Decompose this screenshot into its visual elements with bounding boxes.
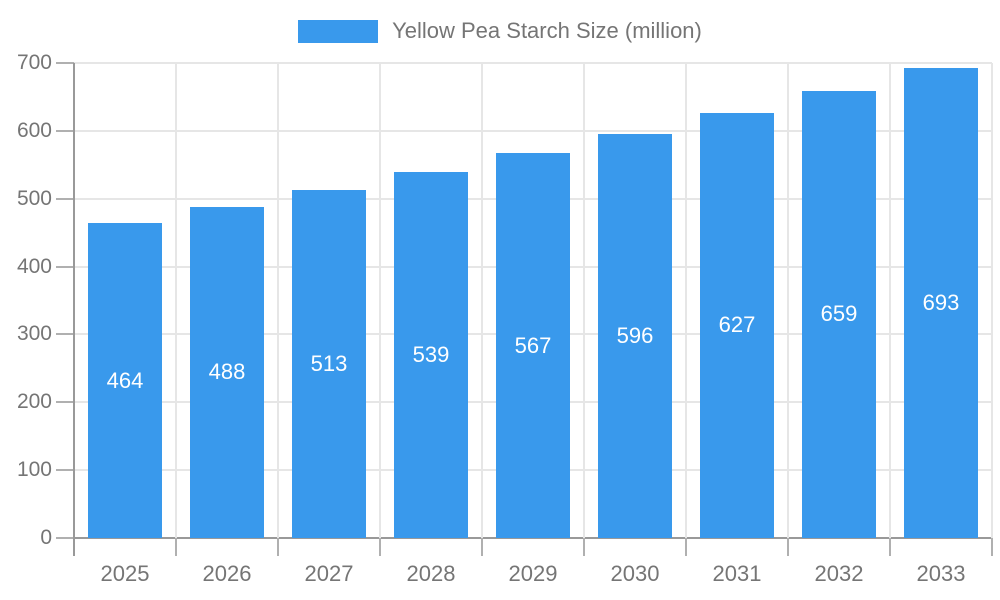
y-axis-tick: [56, 62, 74, 64]
x-axis-tick-label: 2025: [100, 561, 150, 586]
y-axis-tick-label: 300: [16, 322, 52, 346]
gridline-vertical: [277, 63, 279, 538]
x-axis-tick: [991, 538, 993, 556]
gridline-horizontal: [74, 62, 992, 64]
bar-2033[interactable]: [904, 67, 978, 538]
x-axis-tick-label: 2033: [916, 561, 966, 586]
y-axis-line: [73, 63, 75, 556]
x-axis-tick-label: 2029: [508, 561, 558, 586]
y-axis-tick-label: 0: [40, 526, 52, 549]
bar-value-label: 567: [514, 332, 552, 358]
bar-2030[interactable]: [598, 133, 672, 538]
gridline-vertical: [889, 63, 891, 538]
y-axis-tick: [56, 129, 74, 132]
x-axis-tick: [175, 538, 177, 556]
x-axis-tick-label: 2031: [712, 561, 762, 586]
y-axis-tick-label: 500: [16, 186, 52, 210]
gridline-vertical: [481, 63, 483, 538]
bar-value-label: 539: [412, 342, 450, 368]
bar-value-label: 464: [106, 367, 144, 393]
legend: Yellow Pea Starch Size (million): [0, 18, 1000, 44]
y-axis-tick: [56, 333, 74, 336]
bar-2026[interactable]: [190, 206, 264, 538]
x-axis-tick: [481, 538, 483, 556]
bar-2032[interactable]: [802, 90, 876, 538]
x-axis-tick-label: 2032: [814, 561, 864, 586]
x-axis-tick-label: 2030: [610, 561, 660, 586]
gridline-vertical: [991, 63, 993, 538]
legend-label: Yellow Pea Starch Size (million): [392, 18, 702, 43]
x-axis-tick: [889, 538, 891, 556]
y-axis-tick: [56, 197, 74, 200]
x-axis-tick: [379, 538, 381, 556]
bar-value-label: 659: [820, 301, 858, 327]
x-axis-tick-label: 2026: [202, 561, 252, 586]
y-axis-tick: [56, 265, 74, 268]
x-axis-tick-label: 2027: [304, 561, 354, 586]
y-axis-tick-label: 400: [16, 254, 52, 278]
bar-2031[interactable]: [700, 112, 774, 538]
gridline-vertical: [787, 63, 789, 538]
bar-2028[interactable]: [394, 172, 468, 538]
x-axis-tick: [583, 538, 585, 556]
bar-2029[interactable]: [496, 153, 570, 538]
bar-value-label: 693: [922, 289, 960, 315]
gridline-vertical: [685, 63, 687, 538]
bar-2025[interactable]: [88, 223, 162, 538]
y-axis-tick-label: 700: [16, 51, 52, 74]
gridline-vertical: [175, 63, 177, 538]
x-axis-line: [74, 537, 992, 539]
gridline-vertical: [583, 63, 585, 538]
gridline-vertical: [379, 63, 381, 538]
bar-2027[interactable]: [292, 189, 366, 538]
bar-value-label: 627: [718, 312, 756, 338]
x-axis-tick-label: 2028: [406, 561, 456, 586]
x-axis-tick: [685, 538, 687, 556]
y-axis-tick-label: 600: [16, 118, 52, 142]
x-axis-tick: [277, 538, 279, 556]
y-axis-tick: [56, 537, 74, 539]
y-axis-tick-label: 100: [16, 458, 52, 482]
y-axis-tick: [56, 469, 74, 472]
bar-value-label: 488: [208, 359, 246, 385]
x-axis-tick: [787, 538, 789, 556]
y-axis-tick: [56, 401, 74, 404]
gridline-horizontal: [74, 129, 992, 132]
y-axis-tick-label: 200: [16, 390, 52, 414]
legend-swatch[interactable]: [298, 19, 379, 43]
bar-value-label: 513: [310, 350, 348, 376]
bar-value-label: 596: [616, 322, 654, 348]
